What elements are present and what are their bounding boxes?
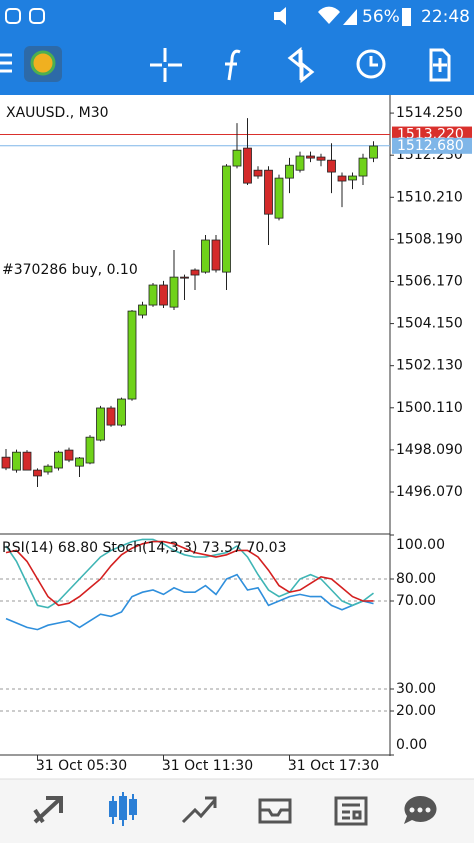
y-tick-label: 1500.110 bbox=[396, 400, 463, 416]
quotes-tab[interactable] bbox=[33, 796, 63, 824]
candle-body bbox=[33, 469, 42, 477]
candle-body bbox=[358, 157, 368, 177]
crosshair-button[interactable] bbox=[150, 48, 182, 82]
candle-body bbox=[85, 436, 95, 464]
candle-body bbox=[159, 284, 168, 306]
bottom-nav bbox=[0, 778, 474, 843]
indicator-title: RSI(14) 68.80 Stoch(14,3,3) 73.57 70.03 bbox=[2, 540, 286, 556]
candle-body bbox=[222, 165, 231, 273]
candle-body bbox=[1, 456, 11, 469]
indicator-line bbox=[5, 573, 374, 631]
timeframe-button[interactable] bbox=[356, 49, 386, 79]
candle-body bbox=[75, 457, 84, 467]
mute-icon bbox=[274, 7, 286, 25]
app-logo[interactable] bbox=[24, 46, 62, 82]
x-tick-label: 31 Oct 05:30 bbox=[36, 758, 127, 774]
order-annotation: #370286 buy, 0.10 bbox=[2, 262, 138, 278]
candle-body bbox=[117, 398, 126, 426]
candle-body bbox=[285, 164, 294, 179]
candle-body bbox=[148, 284, 158, 306]
nav-background bbox=[0, 779, 474, 843]
candle-body bbox=[12, 451, 21, 471]
candle-body bbox=[43, 465, 53, 473]
signal-icon bbox=[343, 9, 357, 25]
x-tick-label: 31 Oct 17:30 bbox=[288, 758, 379, 774]
candle-body bbox=[127, 310, 137, 400]
menu-button[interactable] bbox=[0, 53, 12, 73]
trade-tab[interactable] bbox=[181, 796, 217, 824]
battery-icon bbox=[402, 8, 411, 26]
candle-body bbox=[306, 155, 315, 159]
candle-body bbox=[253, 169, 263, 177]
chart-title: XAUUSD., M30 bbox=[6, 105, 109, 121]
x-tick-label: 31 Oct 11:30 bbox=[162, 758, 253, 774]
candle-body bbox=[274, 177, 284, 219]
indicator-line bbox=[5, 540, 374, 607]
y-tick-label: 1496.070 bbox=[396, 484, 463, 500]
y-tick-label: 80.00 bbox=[396, 571, 436, 587]
candle-body bbox=[295, 155, 305, 171]
price-label-bg bbox=[392, 137, 472, 154]
y-tick-label: 20.00 bbox=[396, 703, 436, 719]
wifi-icon bbox=[318, 6, 340, 24]
candle-body bbox=[180, 276, 189, 279]
clock: 22:48 bbox=[421, 7, 470, 27]
candle-body bbox=[348, 175, 357, 181]
candle-body bbox=[169, 276, 179, 308]
candle-body bbox=[138, 304, 147, 316]
candle-body bbox=[201, 239, 210, 273]
y-tick-label: 100.00 bbox=[396, 537, 445, 553]
candle-body bbox=[54, 451, 63, 469]
toolbar bbox=[0, 46, 451, 84]
candle-body bbox=[96, 407, 105, 441]
y-tick-label: 1504.150 bbox=[396, 316, 463, 332]
notification-icon bbox=[5, 8, 21, 24]
candle-body bbox=[337, 175, 347, 182]
chart-tab[interactable] bbox=[109, 792, 137, 826]
y-tick-label: 1506.170 bbox=[396, 273, 463, 289]
candle-body bbox=[243, 147, 252, 184]
symbols-button[interactable] bbox=[287, 46, 315, 84]
y-tick-label: 1508.190 bbox=[396, 231, 463, 247]
chart-area: 1514.2501512.2301510.2101508.1901506.170… bbox=[0, 95, 472, 774]
candle-body bbox=[232, 149, 242, 167]
candle-body bbox=[22, 451, 32, 471]
app-bar bbox=[0, 0, 474, 95]
candle-body bbox=[369, 145, 378, 159]
y-tick-label: 70.00 bbox=[396, 593, 436, 609]
history-tab[interactable] bbox=[258, 798, 292, 824]
notification-icon bbox=[29, 8, 45, 24]
candle-body bbox=[264, 169, 273, 215]
indicators-button[interactable] bbox=[225, 49, 241, 81]
y-tick-label: 30.00 bbox=[396, 681, 436, 697]
price-label: 1512.680 bbox=[397, 138, 464, 154]
candle-body bbox=[316, 156, 326, 161]
y-tick-label: 1498.090 bbox=[396, 442, 463, 458]
candle-body bbox=[211, 239, 221, 271]
news-tab[interactable] bbox=[334, 796, 368, 826]
y-tick-label: 1510.210 bbox=[396, 189, 463, 205]
indicator-line bbox=[5, 538, 374, 609]
candle-body bbox=[327, 159, 336, 173]
y-tick-label: 1502.130 bbox=[396, 358, 463, 374]
candle-body bbox=[64, 449, 74, 461]
candle-body bbox=[190, 269, 200, 276]
battery-level: 56% bbox=[362, 7, 400, 27]
status-bar: 56% 22:48 bbox=[5, 6, 470, 27]
candle-body bbox=[106, 407, 116, 426]
y-tick-label: 1514.250 bbox=[396, 105, 463, 121]
y-tick-label: 0.00 bbox=[396, 737, 427, 753]
new-order-button[interactable] bbox=[429, 48, 451, 82]
